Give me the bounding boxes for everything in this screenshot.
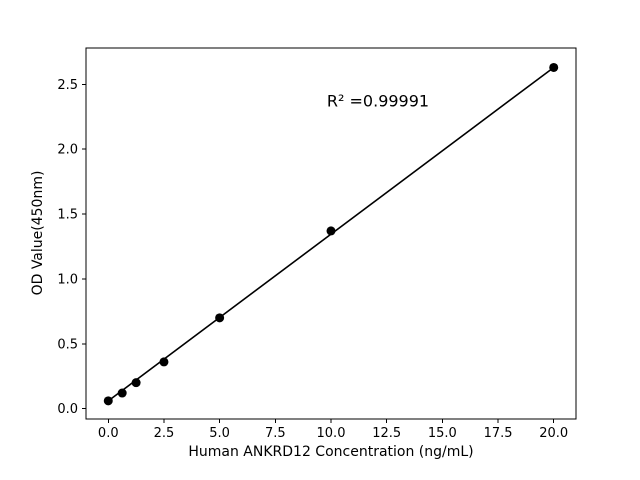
data-point [215,313,225,323]
y-tick-label: 1.0 [57,272,78,287]
x-tick-label: 20.0 [539,426,568,441]
y-tick-label: 2.5 [57,78,78,93]
data-point [103,396,113,406]
data-point [131,378,141,388]
data-point [326,226,336,236]
x-axis-label: Human ANKRD12 Concentration (ng/mL) [188,444,474,460]
x-tick-label: 17.5 [484,426,513,441]
y-tick-label: 0.5 [57,337,78,352]
data-point [117,388,127,398]
x-tick-label: 15.0 [428,426,457,441]
x-tick-label: 2.5 [154,426,175,441]
data-point [549,62,559,72]
x-tick-label: 7.5 [265,426,286,441]
x-tick-label: 12.5 [372,426,401,441]
y-tick-label: 1.5 [57,208,78,223]
y-axis-label: OD Value(450nm) [30,170,46,296]
x-tick-label: 5.0 [209,426,230,441]
y-tick-label: 2.0 [57,143,78,158]
r-squared-annotation: R² =0.99991 [326,91,430,111]
y-tick-label: 0.0 [57,402,78,417]
x-tick-label: 0.0 [98,426,119,441]
data-point [159,357,169,367]
x-tick-label: 10.0 [317,426,346,441]
